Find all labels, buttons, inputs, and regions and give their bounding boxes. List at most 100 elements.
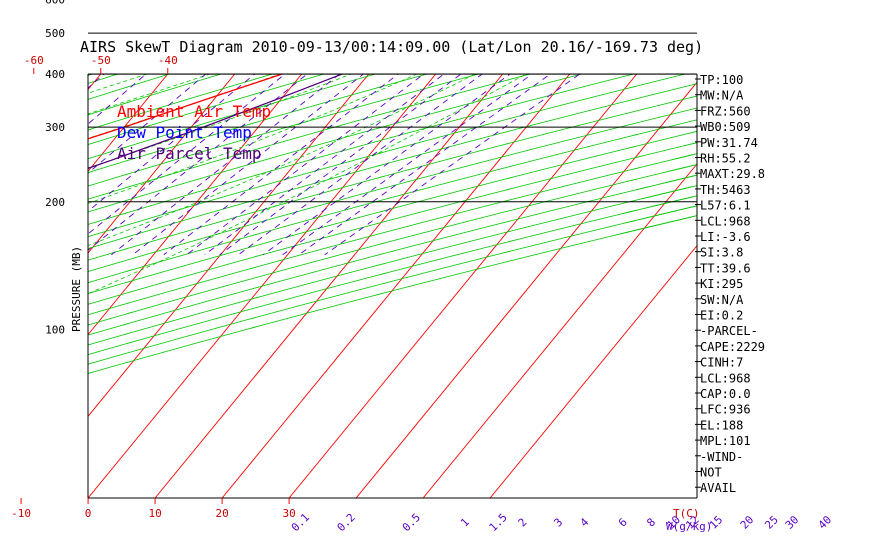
mixing-ratio-line: [132, 74, 365, 256]
dry-adiabat-line: [88, 74, 428, 174]
stability-index-text: LCL:968: [700, 214, 751, 228]
pressure-tick-label: 200: [45, 196, 65, 209]
top-temp-tick-label: -40: [158, 54, 178, 67]
y-axis-label: PRESSURE (MB): [70, 246, 83, 332]
isotherm-line: [88, 74, 370, 418]
dry-adiabat-line: [88, 74, 531, 200]
mixing-ratio-tick-label: 1.5: [487, 511, 510, 534]
pressure-tick-label: 100: [45, 323, 65, 336]
dry-adiabat-line: [0, 74, 15, 497]
mixing-ratio-line: [219, 74, 462, 256]
dry-adiabat-line: [88, 185, 697, 346]
stability-index-text: EL:188: [700, 418, 743, 432]
x-axis-unit-label: T(C): [673, 507, 700, 520]
dry-adiabat-line: [88, 74, 118, 84]
dry-adiabat-line: [88, 215, 697, 374]
dry-adiabat-line: [88, 205, 697, 365]
isotherm-line: [154, 74, 504, 498]
mixing-ratio-line: [88, 74, 308, 251]
mixing-ratio-tick-label: 2: [516, 516, 530, 530]
isotherm-line: [288, 74, 638, 498]
dry-adiabat-line: [88, 153, 697, 316]
mixing-ratio-tick-label: 30: [783, 513, 802, 532]
mixing-ratio-unit-label: W(g/kg): [666, 520, 712, 533]
dry-adiabat-line: [88, 74, 376, 160]
mixing-ratio-tick-label: 3: [551, 516, 565, 530]
stability-index-text: TP:100: [700, 73, 743, 87]
top-temp-tick-label: -50: [91, 54, 111, 67]
background-lines: [0, 0, 697, 498]
bottom-temp-tick-label: 10: [148, 507, 161, 520]
mixing-ratio-tick-label: 25: [762, 513, 781, 532]
stability-index-text: CINH:7: [700, 356, 743, 370]
stability-index-text: L57:6.1: [700, 199, 751, 213]
isotherm-line: [0, 74, 34, 498]
stability-index-text: SI:3.8: [700, 246, 743, 260]
dry-adiabat-line: [0, 74, 66, 497]
dry-adiabat-line: [88, 119, 697, 284]
dry-adiabat-line: [88, 74, 583, 213]
stability-index-text: AVAIL: [700, 481, 736, 495]
stability-index-text: KI:295: [700, 277, 743, 291]
mixing-ratio-line: [324, 74, 581, 256]
legend-parcel-label: Air Parcel Temp: [117, 144, 262, 163]
bottom-temp-tick-label: 20: [215, 507, 228, 520]
stability-index-text: -PARCEL-: [700, 324, 758, 338]
dry-adiabat-line: [88, 74, 634, 225]
chart-legend: Ambient Air Temp Dew Point Temp Air Parc…: [117, 102, 271, 163]
stability-index-text: TH:5463: [700, 183, 751, 197]
mixing-ratio-tick-label: 8: [644, 516, 658, 530]
mixing-ratio-line: [163, 74, 399, 256]
stability-index-text: LCL:968: [700, 371, 751, 385]
pressure-tick-label: 300: [45, 121, 65, 134]
stability-index-text: WB0:509: [700, 120, 751, 134]
dry-adiabat-line: [88, 164, 697, 326]
mixing-ratio-tick-label: 4: [578, 515, 592, 529]
legend-dewpoint-label: Dew Point Temp: [117, 123, 252, 142]
dry-adiabat-line: [88, 83, 697, 250]
isotherm-line: [355, 81, 697, 498]
dry-adiabat-line: [88, 142, 697, 305]
plot-frame: [87, 0, 698, 499]
stability-index-text: PW:31.74: [700, 136, 758, 150]
isotherm-line: [88, 74, 102, 91]
isotherm-line: [489, 244, 697, 498]
moist-adiabat-line: [88, 74, 477, 246]
chart-title: AIRS SkewT Diagram 2010-09-13/00:14:09.0…: [80, 38, 703, 56]
isotherm-line: [88, 74, 169, 172]
dry-adiabat-line: [88, 74, 480, 187]
stability-index-text: NOT: [700, 466, 722, 480]
stability-index-text: EI:0.2: [700, 309, 743, 323]
stability-index-text: CAPE:2229: [700, 340, 765, 354]
stability-index-text: MAXT:29.8: [700, 167, 765, 181]
dry-adiabat-line: [88, 74, 686, 238]
mixing-ratio-line: [88, 74, 286, 235]
mixing-ratio-tick-label: 0.2: [335, 511, 358, 534]
mixing-ratio-line: [238, 74, 483, 256]
axis-ticks: 1002003004005006007008009001000-50-40-30…: [11, 0, 834, 534]
isotherm-line: [88, 74, 303, 336]
stability-index-text: SW:N/A: [700, 293, 744, 307]
bottom-temp-tick-label: -10: [11, 507, 31, 520]
bottom-temp-tick-label: 0: [85, 507, 92, 520]
isotherm-line: [88, 74, 236, 254]
bottom-temp-tick-label: 30: [282, 507, 295, 520]
top-temp-tick-label: -60: [24, 54, 44, 67]
dry-adiabat-line: [88, 195, 697, 356]
legend-ambient-label: Ambient Air Temp: [117, 102, 271, 121]
moist-adiabat-line: [0, 0, 414, 168]
isotherm-line: [422, 163, 697, 498]
moist-adiabat-line: [0, 0, 481, 198]
isotherm-line: [221, 74, 571, 498]
dry-adiabat-line: [88, 174, 697, 336]
dry-adiabat-line: [88, 130, 697, 295]
stability-index-text: CAP:0.0: [700, 387, 751, 401]
pressure-tick-label: 500: [45, 27, 65, 40]
mixing-ratio-line: [204, 74, 445, 256]
stability-index-text: MPL:101: [700, 434, 751, 448]
dry-adiabat-line: [88, 95, 697, 261]
mixing-ratio-tick-label: 20: [738, 513, 757, 532]
mixing-ratio-tick-label: 1: [458, 516, 472, 530]
stability-index-text: TT:39.6: [700, 261, 751, 275]
